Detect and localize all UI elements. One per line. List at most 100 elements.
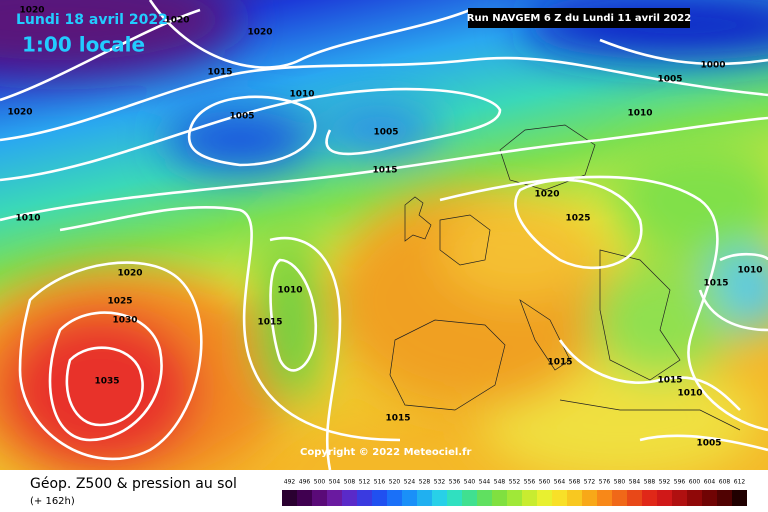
legend-label: 600: [689, 479, 701, 486]
isobar-labels: 1020 1020 1020 1015 1010 1005 1005 1020 1015 1010…: [7, 6, 762, 449]
isobar-label: 1005: [657, 75, 682, 85]
isobar-label: 1015: [657, 376, 682, 386]
legend-label: 584: [629, 479, 641, 486]
isobar-label: 1015: [372, 166, 397, 176]
legend-label: 608: [719, 479, 731, 486]
legend-label: 508: [344, 479, 356, 486]
legend-swatch: [507, 490, 522, 506]
forecast-time: 1:00 locale: [22, 33, 145, 57]
isobar-label: 1020: [164, 16, 189, 26]
legend-swatch: [672, 490, 687, 506]
legend-label: 572: [584, 479, 596, 486]
legend-label: 588: [644, 479, 656, 486]
legend-label: 560: [539, 479, 551, 486]
legend-label: 492: [284, 479, 296, 486]
legend-swatch: [642, 490, 657, 506]
map-area: 1020 1020 1020 1015 1010 1005 1005 1020 1015 1010…: [0, 0, 768, 470]
legend-label: 500: [314, 479, 326, 486]
legend-swatch: [552, 490, 567, 506]
isobar-label: 1010: [289, 90, 314, 100]
legend-label: 496: [299, 479, 311, 486]
isobar-label: 1020: [534, 190, 559, 200]
isobar-label: 1010: [15, 214, 40, 224]
legend-swatch: [282, 490, 297, 506]
legend-swatch: [567, 490, 582, 506]
legend-swatch: [657, 490, 672, 506]
legend-swatch: [312, 490, 327, 506]
legend-swatch: [432, 490, 447, 506]
legend-swatch: [702, 490, 717, 506]
isobar-label: 1005: [229, 112, 254, 122]
footer-subtitle: (+ 162h): [30, 496, 75, 507]
legend-label: 576: [599, 479, 611, 486]
legend-label: 532: [434, 479, 446, 486]
footer-title: Géop. Z500 & pression au sol: [30, 476, 237, 492]
isobar-label: 1015: [547, 358, 572, 368]
legend-swatch: [627, 490, 642, 506]
isobar-label: 1020: [19, 6, 44, 16]
legend-swatch: [537, 490, 552, 506]
legend-swatch: [327, 490, 342, 506]
legend-label: 516: [374, 479, 386, 486]
legend-swatch: [612, 490, 627, 506]
legend-swatch: [387, 490, 402, 506]
isobar-label: 1020: [247, 28, 272, 38]
legend-swatch: [462, 490, 477, 506]
legend-label: 604: [704, 479, 716, 486]
isobar-label: 1010: [627, 109, 652, 119]
legend-swatch: [402, 490, 417, 506]
legend-label: 504: [329, 479, 341, 486]
legend-label: 564: [554, 479, 566, 486]
legend-label: 512: [359, 479, 371, 486]
isobar-label: 1015: [257, 318, 282, 328]
isobar-label: 1030: [112, 316, 137, 326]
forecast-date: Lundi 18 avril 2022: [16, 12, 168, 28]
legend-label: 544: [479, 479, 491, 486]
color-legend: 492 496 500 504 508 512 516 520 524 528 532 536 540 5…: [282, 479, 747, 506]
legend-swatch: [687, 490, 702, 506]
isobar-label: 1035: [94, 377, 119, 387]
legend-swatch: [447, 490, 462, 506]
legend-label: 556: [524, 479, 536, 486]
legend-swatch: [522, 490, 537, 506]
isobar-label: 1020: [117, 269, 142, 279]
legend-swatch: [357, 490, 372, 506]
legend-label: 592: [659, 479, 671, 486]
isobar-label: 1015: [207, 68, 232, 78]
isobar-label: 1020: [7, 108, 32, 118]
legend-label: 548: [494, 479, 506, 486]
isobar-label: 1010: [277, 286, 302, 296]
isobar-label: 1025: [565, 214, 590, 224]
legend-label: 552: [509, 479, 521, 486]
legend-swatch: [477, 490, 492, 506]
legend-swatch: [492, 490, 507, 506]
run-info: Run NAVGEM 6 Z du Lundi 11 avril 2022: [467, 13, 691, 24]
run-banner: [468, 8, 690, 28]
legend-swatch: [717, 490, 732, 506]
copyright: Copyright © 2022 Meteociel.fr: [300, 447, 471, 458]
isobar-label: 1000: [700, 61, 725, 71]
isobar-label: 1005: [696, 439, 721, 449]
isobar-label: 1010: [737, 266, 762, 276]
legend-label: 596: [674, 479, 686, 486]
legend-swatch: [582, 490, 597, 506]
legend-swatch: [297, 490, 312, 506]
legend-label: 612: [734, 479, 746, 486]
legend-swatch: [417, 490, 432, 506]
legend-swatch: [732, 490, 747, 506]
legend-label: 524: [404, 479, 416, 486]
legend-swatch: [597, 490, 612, 506]
isobar-label: 1015: [703, 279, 728, 289]
coastlines: [389, 124, 741, 431]
isobar-label: 1015: [385, 414, 410, 424]
isobar-label: 1025: [107, 297, 132, 307]
legend-label: 568: [569, 479, 581, 486]
legend-label: 580: [614, 479, 626, 486]
isobar-label: 1010: [677, 389, 702, 399]
legend-label: 540: [464, 479, 476, 486]
legend-label: 528: [419, 479, 431, 486]
legend-label: 536: [449, 479, 461, 486]
isobar-label: 1005: [373, 128, 398, 138]
